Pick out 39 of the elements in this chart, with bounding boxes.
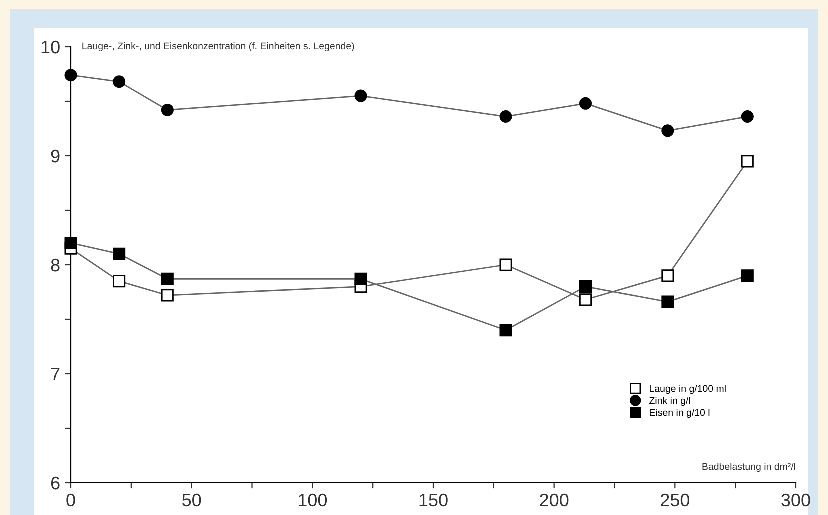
point bbox=[500, 110, 512, 124]
point bbox=[741, 155, 754, 168]
point bbox=[500, 324, 512, 337]
x-tick-label: 0 bbox=[66, 494, 76, 507]
legend-label: Zink in g/l bbox=[650, 397, 690, 406]
legend-label: Lauge in g/100 ml bbox=[650, 385, 726, 394]
y-tick-label: 9 bbox=[51, 150, 60, 163]
x-tick-label: 50 bbox=[182, 494, 202, 507]
point bbox=[161, 104, 174, 116]
y-tick-label: 10 bbox=[42, 40, 60, 54]
point bbox=[580, 294, 592, 306]
point bbox=[113, 76, 126, 88]
point bbox=[354, 272, 368, 286]
point bbox=[662, 124, 674, 138]
point bbox=[161, 272, 174, 286]
x-axis-title: Badbelastung in dm²/l bbox=[702, 463, 796, 472]
point bbox=[741, 110, 754, 124]
point bbox=[64, 69, 78, 82]
point bbox=[500, 258, 512, 272]
x-tick-label: 150 bbox=[420, 494, 448, 507]
y-tick-label: 8 bbox=[51, 258, 60, 272]
point bbox=[354, 90, 368, 102]
point bbox=[161, 289, 174, 302]
chart-title: Lauge-, Zink-, und Eisenkonzentration (f. Einheiten s. Legende) bbox=[82, 42, 354, 52]
point bbox=[113, 275, 126, 288]
y-tick-label: 7 bbox=[51, 368, 60, 381]
point bbox=[741, 270, 754, 282]
point bbox=[580, 97, 592, 110]
x-tick-label: 200 bbox=[540, 494, 569, 507]
point bbox=[64, 236, 78, 250]
point bbox=[662, 270, 674, 282]
point bbox=[662, 296, 674, 308]
y-tick-label: 6 bbox=[51, 476, 60, 490]
point bbox=[580, 280, 592, 294]
legend-label: Eisen in g/10 l bbox=[650, 409, 710, 418]
x-tick-label: 300 bbox=[782, 494, 810, 507]
x-tick-label: 100 bbox=[298, 494, 328, 507]
x-tick-label: 250 bbox=[661, 494, 690, 507]
point bbox=[113, 248, 126, 260]
